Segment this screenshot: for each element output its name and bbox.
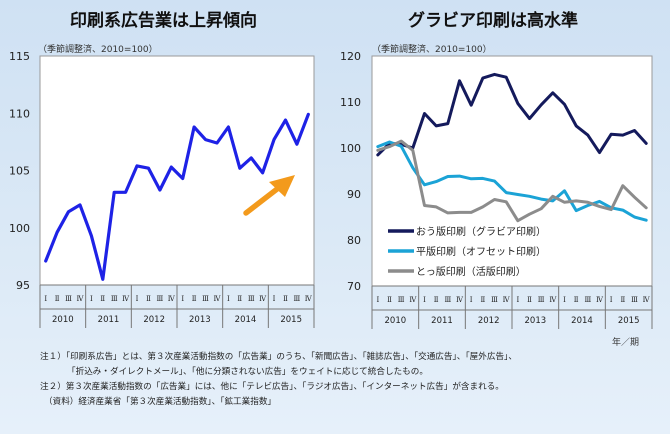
y-tick-label: 105 — [9, 165, 30, 178]
quarter-tick-label: Ⅳ — [549, 296, 557, 304]
left-chart-title: 印刷系広告業は上昇傾向 — [70, 11, 257, 31]
quarter-tick-label: Ⅲ — [631, 296, 638, 304]
quarter-tick-label: Ⅲ — [538, 296, 545, 304]
y-tick-label: 90 — [347, 188, 361, 201]
quarter-tick-label: Ⅲ — [444, 296, 451, 304]
quarter-tick-label: Ⅱ — [55, 295, 60, 303]
trend-arrow-head — [269, 175, 295, 197]
source-note: （資料）経済産業省「第３次産業活動指数」、「鉱工業指数」 — [44, 397, 277, 407]
quarter-tick-label: Ⅲ — [202, 295, 209, 303]
y-tick-label: 80 — [347, 234, 361, 247]
quarter-tick-label: Ⅰ — [44, 295, 47, 303]
y-tick-label: 70 — [347, 280, 361, 293]
year-tick-label: 2011 — [98, 315, 120, 325]
year-tick-label: 2012 — [143, 315, 165, 325]
y-tick-label: 120 — [340, 50, 361, 63]
quarter-tick-label: Ⅰ — [563, 296, 566, 304]
quarter-tick-label: Ⅱ — [192, 295, 197, 303]
legend-label: 平版印刷（オフセット印刷） — [416, 245, 546, 258]
quarter-tick-label: Ⅱ — [283, 295, 288, 303]
quarter-tick-label: Ⅳ — [456, 296, 464, 304]
trend-arrow-shaft — [243, 183, 284, 216]
quarter-tick-label: Ⅳ — [503, 296, 511, 304]
quarter-tick-label: Ⅰ — [273, 295, 276, 303]
trend-arrow — [243, 175, 295, 216]
left-chart-unit: （季節調整済、2010=100） — [38, 45, 158, 55]
quarter-tick-label: Ⅲ — [491, 296, 498, 304]
y-tick-label: 100 — [9, 222, 30, 235]
legend: おう版印刷（グラビア印刷） 平版印刷（オフセット印刷） とっ版印刷（活版印刷） — [388, 225, 546, 278]
quarter-tick-label: Ⅲ — [248, 295, 255, 303]
year-tick-label: 2010 — [52, 315, 74, 325]
quarter-tick-label: Ⅱ — [620, 296, 625, 304]
footnotes: 注１）「印刷系広告」とは、第３次産業活動指数の「広告業」のうち、「新聞広告」、「… — [40, 350, 660, 410]
note-2: 注２）第３次産業活動指数の「広告業」には、他に「テレビ広告」、「ラジオ広告」、「… — [40, 382, 504, 392]
year-tick-label: 2015 — [280, 315, 302, 325]
series-line — [376, 139, 648, 223]
quarter-tick-label: Ⅲ — [398, 296, 405, 304]
year-tick-label: 2011 — [431, 316, 453, 326]
year-tick-label: 2014 — [235, 315, 257, 325]
right-x-unit: 年／期 — [612, 338, 640, 348]
quarter-tick-label: Ⅰ — [610, 296, 613, 304]
note-1-continued: 「折込み・ダイレクトメール」、「他に分類されない広告」をウェイトに応じて統合した… — [67, 367, 428, 377]
quarter-tick-label: Ⅳ — [76, 295, 84, 303]
year-tick-label: 2012 — [478, 316, 500, 326]
quarter-tick-label: Ⅲ — [65, 295, 72, 303]
y-tick-label: 100 — [340, 142, 361, 155]
legend-label: おう版印刷（グラビア印刷） — [416, 225, 546, 238]
quarter-tick-label: Ⅳ — [168, 295, 176, 303]
quarter-tick-label: Ⅱ — [146, 295, 151, 303]
series-line — [376, 72, 648, 157]
year-tick-label: 2015 — [618, 316, 640, 326]
y-tick-label: 110 — [9, 107, 30, 120]
quarter-tick-label: Ⅳ — [122, 295, 130, 303]
note-1: 注１）「印刷系広告」とは、第３次産業活動指数の「広告業」のうち、「新聞広告」、「… — [40, 352, 517, 362]
year-tick-label: 2013 — [189, 315, 211, 325]
right-chart-title: グラビア印刷は高水準 — [408, 11, 578, 31]
series-line — [376, 140, 648, 222]
quarter-tick-label: Ⅱ — [100, 295, 105, 303]
quarter-tick-label: Ⅳ — [596, 296, 604, 304]
y-tick-label: 95 — [16, 279, 30, 292]
series-line — [44, 112, 310, 281]
quarter-tick-label: Ⅳ — [259, 295, 267, 303]
quarter-tick-label: Ⅱ — [574, 296, 579, 304]
right-chart-unit: （季節調整済、2010=100） — [372, 45, 492, 55]
quarter-tick-label: Ⅳ — [305, 295, 313, 303]
plot-area — [39, 55, 315, 286]
quarter-tick-label: Ⅱ — [480, 296, 485, 304]
y-tick-label: 115 — [9, 50, 30, 63]
quarter-tick-label: Ⅰ — [90, 295, 93, 303]
quarter-tick-label: Ⅲ — [584, 296, 591, 304]
y-tick-label: 110 — [340, 96, 361, 109]
quarter-tick-label: Ⅰ — [470, 296, 473, 304]
quarter-tick-label: Ⅰ — [181, 295, 184, 303]
quarter-tick-label: Ⅲ — [156, 295, 163, 303]
quarter-tick-label: Ⅰ — [227, 295, 230, 303]
quarter-tick-label: Ⅱ — [387, 296, 392, 304]
quarter-tick-label: Ⅳ — [213, 295, 221, 303]
quarter-tick-label: Ⅳ — [643, 296, 651, 304]
quarter-tick-label: Ⅲ — [293, 295, 300, 303]
legend-label: とっ版印刷（活版印刷） — [416, 265, 526, 278]
quarter-tick-label: Ⅰ — [376, 296, 379, 304]
year-tick-label: 2010 — [385, 316, 407, 326]
quarter-tick-label: Ⅱ — [237, 295, 242, 303]
quarter-tick-label: Ⅱ — [434, 296, 439, 304]
quarter-tick-label: Ⅰ — [423, 296, 426, 304]
year-tick-label: 2014 — [571, 316, 593, 326]
year-tick-label: 2013 — [525, 316, 547, 326]
quarter-tick-label: Ⅰ — [136, 295, 139, 303]
quarter-tick-label: Ⅳ — [409, 296, 417, 304]
quarter-tick-label: Ⅲ — [111, 295, 118, 303]
quarter-tick-label: Ⅱ — [527, 296, 532, 304]
quarter-tick-label: Ⅰ — [516, 296, 519, 304]
